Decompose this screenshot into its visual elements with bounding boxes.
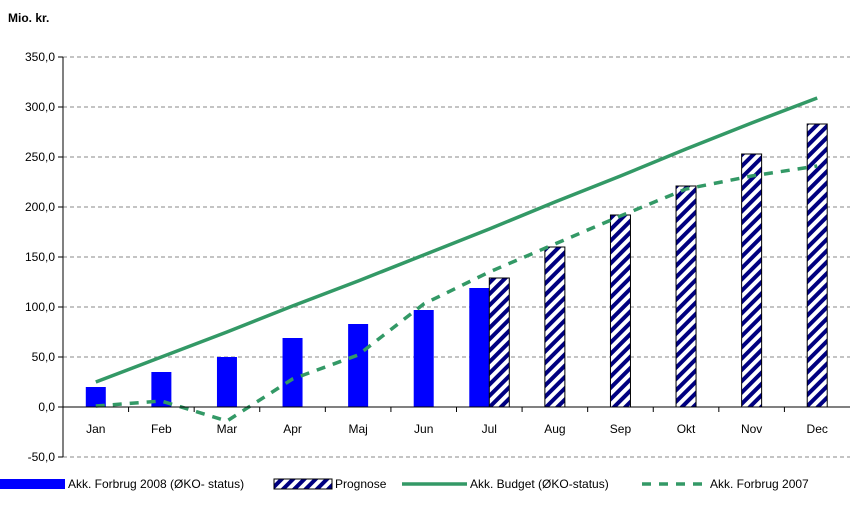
tick-layer: -50,0 0,0 50,0 100,0 150,0 200,0 250,0 300,0 350…: [25, 50, 828, 464]
y-tick-label: 200,0: [25, 200, 55, 214]
x-tick-label: Dec: [807, 422, 828, 436]
x-tick-label: Feb: [151, 422, 172, 436]
bar-prognose: [609, 214, 631, 408]
x-tick-label: Maj: [348, 422, 367, 436]
bar-akk-forbrug-2008: [85, 387, 106, 407]
bar-akk-forbrug-2008: [348, 324, 369, 407]
y-tick-label: 100,0: [25, 300, 55, 314]
y-tick-label: 50,0: [32, 350, 56, 364]
line-akk-budget: [95, 96, 818, 384]
bar-prognose: [675, 185, 697, 408]
y-tick-label: -50,0: [28, 450, 56, 464]
x-tick-label: Jan: [86, 422, 105, 436]
x-tick-label: Nov: [741, 422, 762, 436]
x-tick-label: Mar: [217, 422, 238, 436]
x-tick-label: Aug: [544, 422, 565, 436]
legend-swatch-akk-forbrug-2008: [0, 479, 65, 489]
bar-layer: [85, 123, 828, 408]
y-tick-label: 250,0: [25, 150, 55, 164]
legend: Akk. Forbrug 2008 (ØKO- status) Prognose A…: [0, 477, 809, 491]
line-layer: [95, 96, 818, 423]
legend-swatch-prognose: [273, 478, 333, 490]
legend-label: Akk. Forbrug 2007: [710, 477, 809, 491]
x-tick-label: Jul: [482, 422, 497, 436]
y-tick-label: 0,0: [38, 400, 55, 414]
y-axis-label: Mio. kr.: [8, 11, 49, 25]
axis-layer: [58, 56, 850, 458]
bar-akk-forbrug-2008: [216, 357, 237, 407]
y-tick-label: 350,0: [25, 50, 55, 64]
bar-prognose: [544, 246, 566, 408]
y-tick-label: 300,0: [25, 100, 55, 114]
x-tick-label: Sep: [610, 422, 632, 436]
line-akk-forbrug-2007: [95, 164, 818, 423]
legend-label: Prognose: [335, 477, 387, 491]
bar-akk-forbrug-2008: [469, 288, 490, 407]
x-tick-label: Okt: [677, 422, 696, 436]
bar-akk-forbrug-2008: [413, 310, 434, 407]
x-tick-label: Jun: [414, 422, 433, 436]
legend-label: Akk. Forbrug 2008 (ØKO- status): [68, 477, 244, 491]
legend-label: Akk. Budget (ØKO-status): [470, 477, 609, 491]
bar-prognose: [488, 277, 510, 408]
bar-akk-forbrug-2008: [282, 338, 303, 407]
x-tick-label: Apr: [283, 422, 302, 436]
bar-prognose: [741, 153, 763, 408]
bar-akk-forbrug-2008: [151, 372, 172, 407]
y-tick-label: 150,0: [25, 250, 55, 264]
grid-layer: [63, 56, 850, 458]
